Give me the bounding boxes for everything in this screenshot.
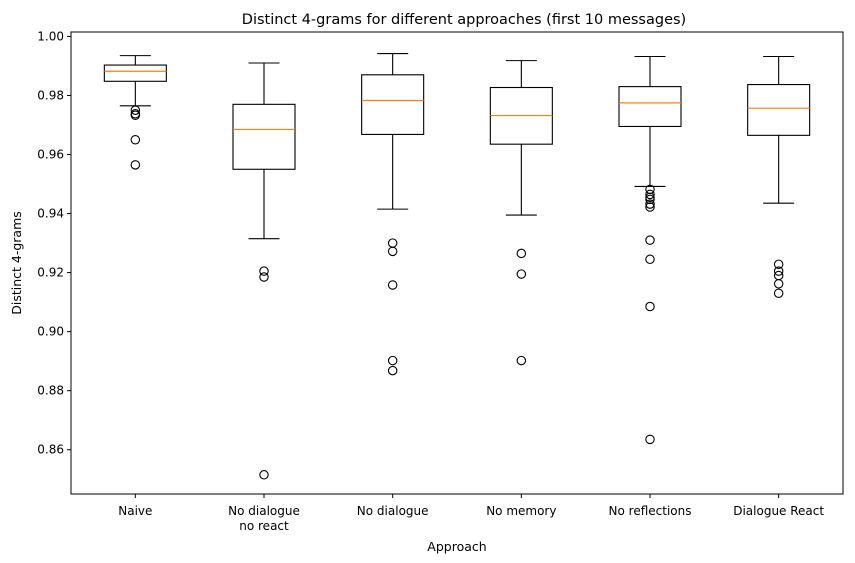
- box-group: [103, 55, 167, 170]
- outlier-point: [387, 246, 398, 257]
- box-group: [232, 62, 296, 480]
- box-group: [489, 60, 553, 366]
- x-tick-label: Naive: [118, 504, 152, 518]
- outlier-point: [259, 470, 269, 480]
- outlier-point: [773, 279, 784, 289]
- box-group: [747, 55, 811, 299]
- outlier-point: [773, 288, 784, 299]
- box-group: [361, 53, 425, 376]
- x-tick-label: Dialogue React: [733, 504, 824, 518]
- box-iqr: [232, 103, 296, 170]
- y-tick-label: 1.00: [37, 29, 64, 43]
- x-tick-label: No dialogue no react: [228, 504, 300, 533]
- y-tick-label: 0.94: [37, 207, 64, 221]
- outlier-point: [259, 272, 269, 282]
- outlier-point: [130, 105, 141, 115]
- outlier-point: [645, 235, 655, 245]
- y-tick-label: 0.98: [37, 88, 64, 102]
- y-tick-label: 0.90: [37, 325, 64, 339]
- y-axis-label: Distinct 4-grams: [9, 211, 24, 315]
- x-axis: Naive No dialogue no react No dialogue No me…: [118, 494, 824, 533]
- outlier-point: [516, 355, 527, 366]
- y-tick-label: 0.86: [37, 443, 64, 457]
- outlier-point: [773, 266, 784, 276]
- outlier-point: [130, 110, 141, 120]
- outlier-point: [387, 280, 398, 290]
- y-tick-label: 0.96: [37, 148, 64, 162]
- outlier-point: [387, 365, 398, 376]
- y-tick-label: 0.92: [37, 266, 64, 280]
- x-axis-label: Approach: [427, 539, 486, 554]
- outlier-point: [645, 189, 655, 200]
- outlier-point: [645, 301, 655, 312]
- outlier-point: [516, 269, 527, 279]
- outlier-point: [130, 160, 141, 170]
- box-iqr: [103, 64, 167, 82]
- outlier-point: [645, 254, 655, 265]
- outlier-point: [516, 248, 527, 259]
- box-iqr: [618, 86, 682, 128]
- box-group: [618, 55, 682, 445]
- outlier-point: [259, 266, 269, 276]
- outlier-point: [130, 135, 141, 145]
- outlier-point: [645, 194, 655, 205]
- x-tick-label: No dialogue: [357, 504, 429, 518]
- box-iqr: [747, 83, 811, 136]
- outlier-point: [387, 238, 398, 248]
- outlier-point: [645, 199, 655, 209]
- outlier-point: [645, 202, 655, 212]
- outlier-point: [773, 259, 784, 270]
- plot-frame: [70, 31, 844, 495]
- chart-title: Distinct 4-grams for different approache…: [242, 12, 686, 28]
- y-tick-label: 0.88: [37, 384, 64, 398]
- x-tick-label: No reflections: [609, 504, 692, 518]
- outlier-point: [387, 355, 398, 366]
- outlier-point: [645, 434, 655, 445]
- y-axis: 0.86 0.88 0.90 0.92 0.94 0.96 0.98 1.00: [37, 29, 71, 457]
- box-iqr: [361, 74, 425, 135]
- x-tick-label: No memory: [486, 504, 556, 518]
